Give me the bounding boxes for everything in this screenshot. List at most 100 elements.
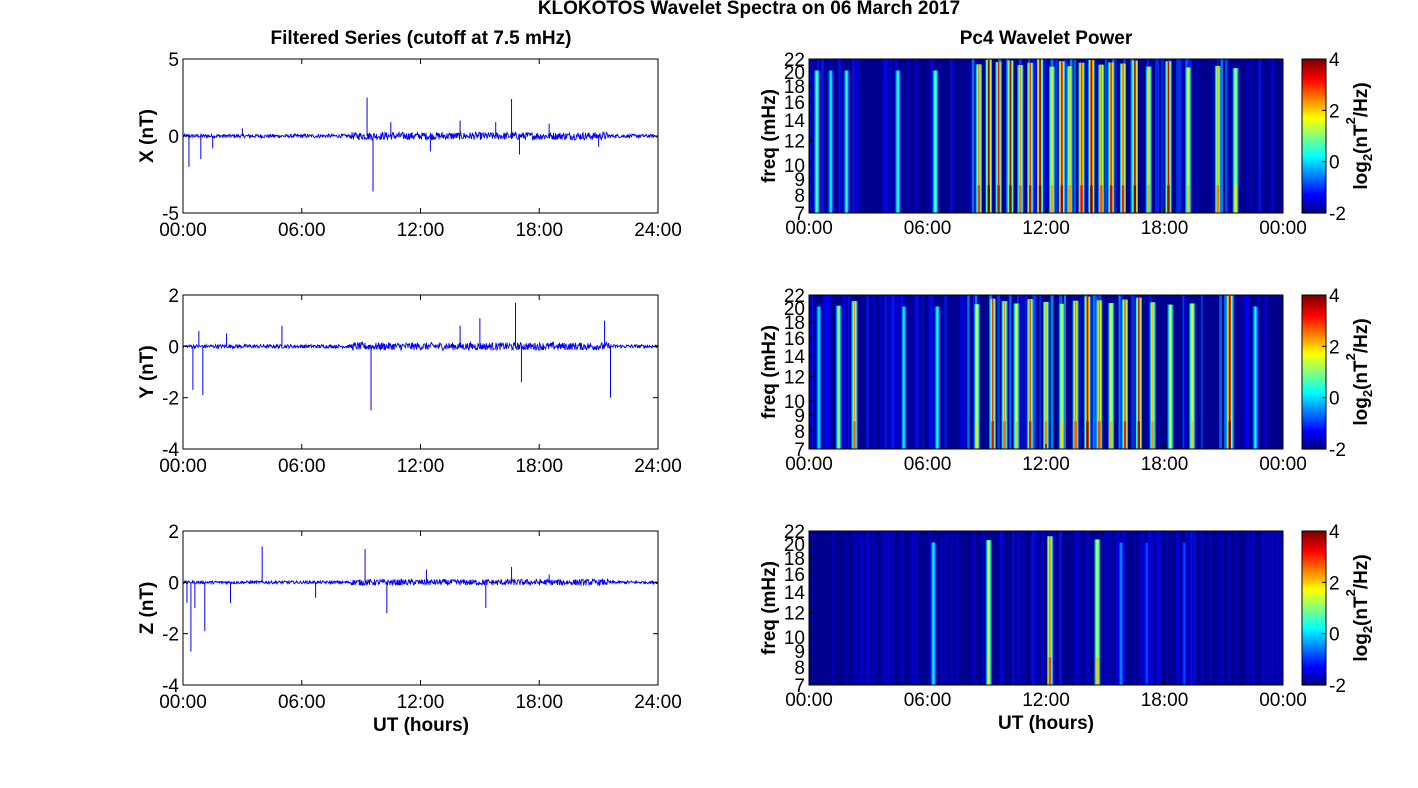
spectra-streak — [1154, 531, 1157, 685]
spectra-burst-core — [1029, 185, 1032, 213]
left-column-title: Filtered Series (cutoff at 7.5 mHz) — [271, 28, 572, 49]
spectra-streak — [889, 59, 892, 213]
spectra-streak — [963, 295, 967, 449]
spectra-burst-core — [1029, 421, 1032, 449]
x-tick-label: 00:00 — [159, 456, 207, 477]
colorbar-cell — [1302, 295, 1326, 299]
colorbar-cell — [1302, 109, 1326, 113]
spectra-streak — [1258, 59, 1261, 213]
colorbar-cell — [1302, 369, 1326, 373]
colorbar-cell — [1302, 632, 1326, 636]
colorbar-cell — [1302, 415, 1326, 419]
colorbar-cell — [1302, 196, 1326, 200]
spectra-burst-core — [1121, 185, 1125, 213]
colorbar-cell — [1302, 547, 1326, 551]
spectra-streak — [1175, 59, 1180, 213]
colorbar-cell — [1302, 444, 1326, 448]
spectra-streak — [882, 59, 887, 213]
colorbar-cell — [1302, 133, 1326, 137]
colorbar-cell — [1302, 97, 1326, 101]
x-tick-label: 06:00 — [904, 218, 952, 239]
spectra-burst-cell — [1148, 66, 1150, 213]
spectra-streak — [1063, 59, 1068, 213]
colorbar-cell — [1302, 150, 1326, 154]
spectra-burst-cell — [1090, 60, 1093, 213]
spectra-burst-cell — [1045, 301, 1047, 449]
spectra-streak — [1035, 531, 1039, 685]
spectra-streak — [842, 295, 846, 449]
spectra-burst-cell — [1086, 296, 1089, 449]
colorbar-label-part: /Hz) — [1351, 318, 1372, 353]
x-tick-label: 00:00 — [1259, 690, 1307, 711]
colorbar-cell — [1302, 663, 1326, 667]
colorbar-cell — [1302, 364, 1326, 368]
colorbar-cell — [1302, 205, 1326, 209]
spectra-burst-cell — [1061, 61, 1063, 213]
right-column-title: Pc4 Wavelet Power — [960, 28, 1133, 49]
colorbar-cell — [1302, 381, 1326, 385]
spectra-streak — [1267, 531, 1271, 685]
spectra-streak — [1280, 531, 1283, 685]
spectra-streak — [886, 531, 889, 685]
colorbar-cell — [1302, 427, 1326, 431]
colorbar-tick-label: 0 — [1329, 389, 1340, 410]
colorbar-label-part: 2 — [1343, 589, 1358, 596]
spectra-burst-cell — [1029, 62, 1031, 213]
spectra-burst-cell — [1120, 542, 1122, 685]
colorbar-tick-label: 0 — [1329, 625, 1340, 646]
spectra-streak — [1178, 59, 1181, 213]
colorbar-cell — [1302, 174, 1326, 178]
spectra-streak — [1052, 531, 1056, 685]
spectra-streak — [880, 295, 883, 449]
spectra-burst-core — [1133, 185, 1137, 213]
spectra-burst-cell — [837, 305, 840, 449]
x-tick-label: 24:00 — [634, 220, 682, 241]
colorbar-label: log2(nT2/Hz) — [1343, 554, 1375, 661]
spectra-burst-core — [1100, 185, 1103, 213]
spectra-burst-cell — [1146, 542, 1148, 685]
colorbar-tick-label: 0 — [1329, 153, 1340, 174]
colorbar-cell — [1302, 586, 1326, 590]
colorbar-cell — [1302, 167, 1326, 171]
spectra-burst-core — [1137, 421, 1141, 449]
spectra-streak — [887, 531, 890, 685]
freq-tick-label: 14 — [784, 583, 806, 604]
spectra-burst-core — [1080, 185, 1083, 213]
colorbar-label-part: (nT — [1351, 360, 1372, 390]
spectra-burst-core — [1096, 657, 1099, 685]
colorbar-cell — [1302, 311, 1326, 315]
spectra-streak — [1208, 531, 1212, 685]
spectra-streak — [1020, 295, 1024, 449]
colorbar-cell — [1302, 143, 1326, 147]
freq-tick-label: 10 — [784, 156, 805, 177]
colorbar-cell — [1302, 331, 1326, 335]
colorbar-cell — [1302, 304, 1326, 308]
freq-tick-label: 22 — [784, 522, 805, 543]
spectra-burst-cell — [1183, 542, 1185, 685]
freq-tick-label: 20 — [784, 535, 805, 556]
y-tick-label: 0 — [168, 337, 179, 358]
spectra-burst-cell — [936, 306, 939, 449]
x-tick-label: 06:00 — [278, 220, 326, 241]
spectra-streak — [944, 295, 947, 449]
spectra-streak — [1131, 295, 1135, 449]
x-tick-label: 18:00 — [1141, 690, 1189, 711]
freq-tick-label: 8 — [794, 422, 805, 443]
spectra-streak — [856, 59, 861, 213]
spectra-burst-cell — [1100, 64, 1102, 213]
spectra-streak — [914, 531, 919, 685]
colorbar-cell — [1302, 299, 1326, 303]
colorbar-cell — [1302, 567, 1326, 571]
colorbar-cell — [1302, 333, 1326, 337]
spectra-burst-cell — [1096, 539, 1099, 685]
spectra-burst-cell — [1039, 59, 1041, 213]
colorbar-cell — [1302, 581, 1326, 585]
colorbar-cell — [1302, 357, 1326, 361]
colorbar-tick-label: 2 — [1329, 101, 1340, 122]
colorbar-tick-label: 4 — [1329, 50, 1340, 71]
colorbar-cell — [1302, 420, 1326, 424]
x-tick-label: 12:00 — [1022, 218, 1070, 239]
spectra-burst-core — [1187, 185, 1190, 213]
colorbar-cell — [1302, 164, 1326, 168]
